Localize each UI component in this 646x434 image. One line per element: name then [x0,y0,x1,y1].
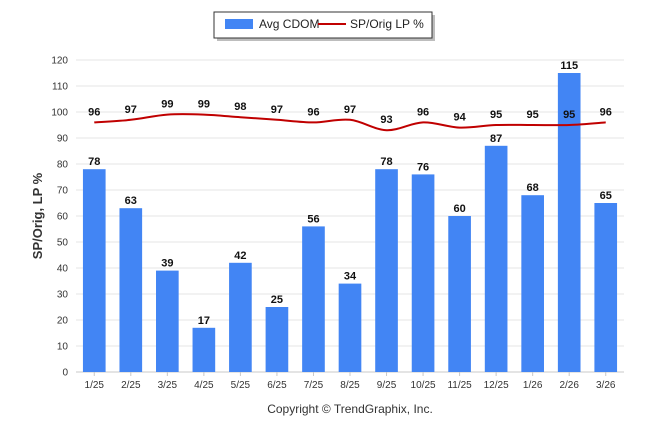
series-line [94,113,606,132]
y-tick-label: 60 [57,212,69,223]
bar [411,174,435,372]
line-value-label: 96 [417,106,429,118]
x-tick-labels: 1/25 2/25 3/25 4/25 5/25 6/25 7/25 8/25 9/25 10/2… [85,372,616,391]
y-tick-label: 20 [57,316,69,327]
line-value-label: 98 [234,101,246,113]
bar-value-labels: 78 63 39 17 42 25 56 34 78 76 60 87 68 115 65 [88,60,612,327]
bar [156,270,179,372]
x-tick-label: 7/25 [304,380,324,391]
bar [192,327,216,372]
line-value-label: 97 [344,104,356,116]
bar-value-label: 115 [560,60,578,72]
line-value-label: 99 [161,99,173,111]
line-value-label: 99 [198,99,210,111]
legend-swatch-avg-cdom [225,19,253,29]
bar-value-label: 78 [380,156,392,168]
bar-value-label: 87 [490,133,502,145]
bars [82,73,618,372]
line-value-label: 95 [563,109,575,121]
y-tick-label: 50 [57,238,69,249]
line-value-label: 97 [125,104,137,116]
bar [557,73,581,372]
y-tick-label: 0 [62,368,68,379]
bar-value-label: 39 [161,258,173,270]
line-value-label: 97 [271,104,283,116]
x-tick-label: 1/26 [523,380,543,391]
x-tick-label: 3/25 [158,380,178,391]
bar-value-label: 17 [198,315,210,327]
bar [82,169,106,372]
line-value-label: 93 [380,114,392,126]
copyright-text: Copyright © TrendGraphix, Inc. [267,402,433,416]
x-tick-label: 8/25 [340,380,360,391]
bar-value-label: 60 [453,203,465,215]
bar-value-label: 25 [271,294,283,306]
bar-value-label: 34 [344,271,357,283]
bar-value-label: 56 [307,213,319,225]
bar-value-label: 65 [600,190,612,202]
bar-value-label: 42 [234,250,246,262]
bar-value-label: 63 [125,195,137,207]
x-tick-label: 12/25 [484,380,509,391]
line-value-label: 96 [307,106,319,118]
bar [338,283,362,372]
line-value-label: 94 [453,112,466,124]
bar [119,208,143,372]
bar [302,226,325,372]
y-tick-label: 120 [51,56,68,67]
bar-value-label: 78 [88,156,100,168]
x-tick-label: 1/25 [85,380,105,391]
line-value-label: 96 [600,106,612,118]
x-tick-label: 10/25 [411,380,436,391]
sp-orig-lp-line [94,113,606,132]
line-value-label: 95 [490,109,502,121]
y-tick-label: 30 [57,290,69,301]
line-value-labels: 96 97 99 99 98 97 96 97 93 96 94 95 95 95 96 [88,99,612,127]
y-tick-label: 40 [57,264,69,275]
line-value-label: 96 [88,106,100,118]
y-tick-label: 100 [51,108,68,119]
bar [594,203,618,372]
legend-label-sp-orig-lp: SP/Orig LP % [350,17,424,31]
y-tick-label: 90 [57,134,69,145]
x-tick-label: 5/25 [231,380,251,391]
x-tick-label: 2/26 [559,380,579,391]
bar [229,262,252,372]
bar [375,169,398,372]
legend: Avg CDOM SP/Orig LP % [213,11,435,41]
y-tick-label: 70 [57,186,69,197]
y-tick-labels: 0 10 20 30 40 50 60 70 80 90 100 110 120 [51,56,68,379]
x-tick-label: 2/25 [121,380,141,391]
y-tick-label: 80 [57,160,69,171]
bar [521,195,544,372]
legend-label-avg-cdom: Avg CDOM [259,17,319,31]
bar [265,307,289,372]
x-tick-label: 4/25 [194,380,214,391]
x-tick-label: 11/25 [447,380,472,391]
y-tick-label: 110 [52,82,68,93]
x-tick-label: 3/26 [596,380,616,391]
bar [448,216,471,372]
line-value-label: 95 [527,109,539,121]
y-tick-label: 10 [57,342,69,353]
bar [484,145,508,372]
x-tick-label: 6/25 [267,380,287,391]
bar-value-label: 76 [417,161,429,173]
x-tick-label: 9/25 [377,380,397,391]
bar-value-label: 68 [527,182,539,194]
y-axis-label: SP/Orig, LP % [30,172,45,259]
